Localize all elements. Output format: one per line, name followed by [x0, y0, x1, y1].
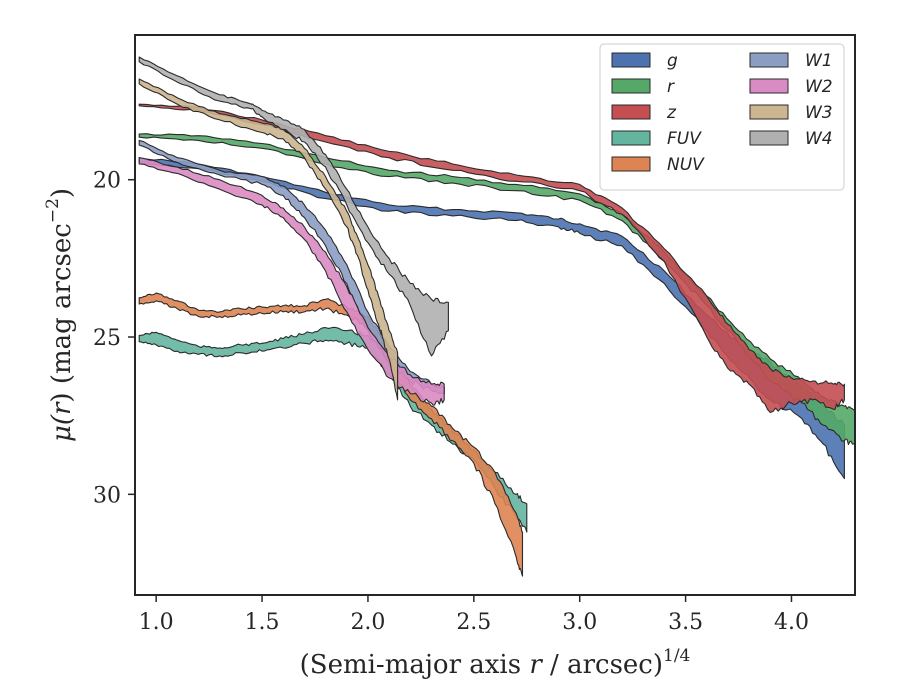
x-tick-label: 3.5 [668, 610, 703, 635]
x-tick-label: 1.5 [245, 610, 280, 635]
legend-label: W4 [805, 129, 833, 149]
legend-label: g [667, 51, 678, 71]
legend-item-W4: W4 [749, 129, 833, 149]
legend-item-W3: W3 [749, 103, 833, 123]
y-tick-label: 25 [93, 326, 121, 351]
legend-swatch [749, 78, 789, 94]
series-g [138, 157, 845, 480]
series-band-W3 [138, 78, 399, 401]
series-z [138, 103, 845, 414]
series-W4 [138, 56, 449, 357]
legend-item-r: r [611, 77, 675, 97]
x-tick-label: 4.0 [774, 610, 809, 635]
legend-swatch [611, 78, 651, 94]
y-tick-label: 30 [93, 483, 121, 508]
series-band-z [138, 103, 845, 414]
legend-label: W3 [805, 103, 833, 123]
x-axis-label-var: r [529, 650, 543, 680]
x-axis-ticks: 1.0 1.5 2.0 2.5 3.0 3.5 4.0 [139, 595, 809, 635]
series-band-NUV [138, 292, 524, 577]
series-band-W4 [138, 56, 449, 357]
x-axis-label: (Semi-major axis r / arcsec)1/4 [300, 646, 691, 680]
legend-swatch [611, 52, 651, 68]
legend-item-g: g [611, 51, 678, 71]
legend-swatch [749, 52, 789, 68]
legend-label: FUV [667, 129, 702, 149]
legend-swatch [749, 130, 789, 146]
y-axis-label-sup: −2 [43, 198, 63, 223]
legend-item-FUV: FUV [611, 129, 702, 149]
legend-item-W1: W1 [749, 51, 833, 71]
series-FUV [138, 326, 528, 533]
x-tick-label: 1.0 [139, 610, 174, 635]
legend-label: W2 [805, 77, 833, 97]
plot-frame [134, 34, 856, 596]
series-band-W1 [138, 139, 445, 395]
y-axis-label-end: ) [47, 188, 77, 198]
y-axis-label-mid: ) (mag arcsec [47, 223, 77, 402]
legend-item-W2: W2 [749, 77, 833, 97]
x-tick-label: 2.5 [456, 610, 491, 635]
y-axis-label: μ(r) (mag arcsec−2) [43, 188, 77, 442]
x-axis-label-post: / arcsec) [542, 650, 663, 680]
series-layer [138, 56, 856, 577]
legend-item-z: z [611, 103, 677, 123]
legend-swatch [611, 130, 651, 146]
legend-swatch [611, 156, 651, 172]
x-tick-label: 2.0 [350, 610, 385, 635]
series-W2 [138, 157, 445, 406]
legend-swatch [611, 104, 651, 120]
series-band-g [138, 157, 845, 480]
series-NUV [138, 292, 524, 577]
legend-label: z [666, 103, 677, 123]
legend-label: W1 [805, 51, 833, 71]
series-band-W2 [138, 157, 445, 406]
legend-label: NUV [667, 155, 705, 175]
legend: grz FUV NUV W1 W2 W3 W4 [599, 43, 845, 191]
series-W3 [138, 78, 399, 401]
series-band-FUV [138, 326, 528, 533]
series-W1 [138, 139, 445, 395]
x-axis-label-pre: (Semi-major axis [300, 650, 530, 680]
y-axis-label-var: r [47, 401, 77, 415]
x-tick-label: 3.0 [562, 610, 597, 635]
x-axis-label-sup: 1/4 [663, 646, 690, 666]
legend-item-NUV: NUV [611, 155, 705, 175]
y-tick-label: 20 [93, 169, 121, 194]
y-axis-ticks: 20 25 30 [93, 169, 135, 508]
legend-label: r [667, 77, 675, 97]
y-axis-label-mu: μ( [47, 414, 77, 442]
legend-swatch [749, 104, 789, 120]
